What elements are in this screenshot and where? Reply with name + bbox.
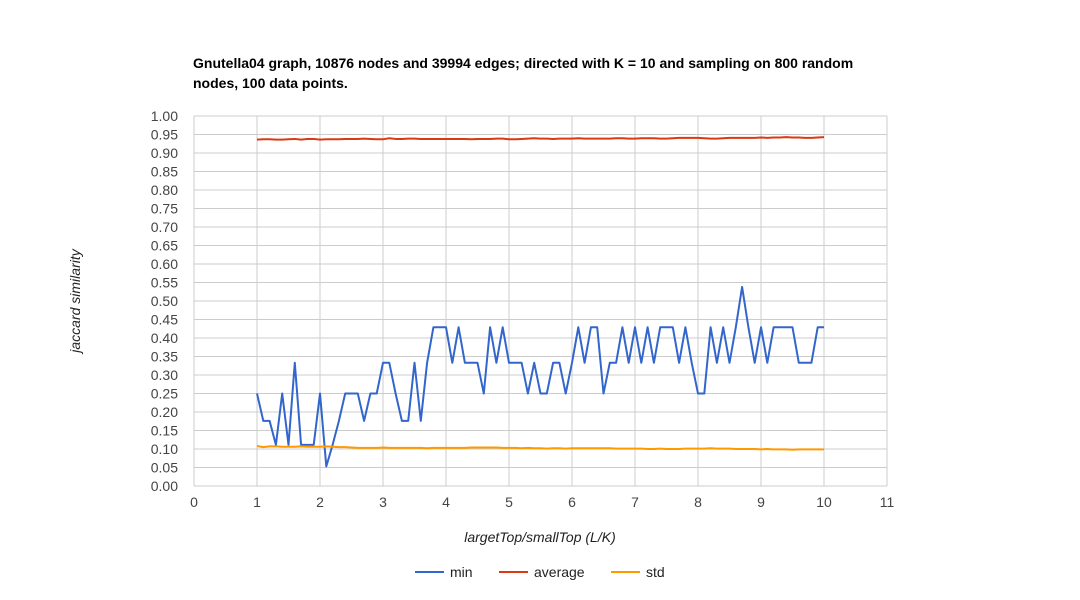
chart-title-line: nodes, 100 data points.: [193, 75, 348, 91]
x-tick-label: 9: [757, 494, 765, 510]
x-axis-ticks: 0 1 2 3 4 5 6 7 8 9 10 11: [190, 494, 894, 510]
y-tick-label: 0.70: [151, 219, 178, 235]
x-tick-label: 3: [379, 494, 387, 510]
y-tick-label: 0.25: [151, 386, 178, 402]
y-tick-label: 0.85: [151, 164, 178, 180]
series-lines: [256, 136, 825, 468]
y-tick-label: 0.90: [151, 145, 178, 161]
y-tick-label: 0.45: [151, 312, 178, 328]
x-tick-label: 8: [694, 494, 702, 510]
y-tick-label: 0.10: [151, 441, 178, 457]
y-tick-label: 0.15: [151, 423, 178, 439]
series-line-std: [256, 445, 824, 451]
y-tick-label: 0.50: [151, 293, 178, 309]
series-line-average: [256, 136, 825, 141]
y-tick-label: 1.00: [151, 108, 178, 124]
y-axis-ticks: 0.00 0.05 0.10 0.15 0.20 0.25 0.30 0.35 0.40 0.45…: [151, 108, 178, 494]
y-tick-label: 0.35: [151, 349, 178, 365]
x-tick-label: 11: [880, 494, 895, 510]
y-tick-label: 0.65: [151, 238, 178, 254]
legend: min average std: [415, 564, 665, 580]
legend-label-min: min: [450, 564, 473, 580]
y-tick-label: 0.75: [151, 201, 178, 217]
y-tick-label: 0.95: [151, 127, 178, 143]
y-tick-label: 0.60: [151, 256, 178, 272]
x-tick-label: 7: [631, 494, 639, 510]
x-tick-label: 5: [505, 494, 513, 510]
x-axis-title: largetTop/smallTop (L/K): [464, 529, 615, 545]
y-tick-label: 0.80: [151, 182, 178, 198]
legend-label-average: average: [534, 564, 585, 580]
x-tick-label: 1: [253, 494, 261, 510]
y-tick-label: 0.30: [151, 367, 178, 383]
x-tick-label: 0: [190, 494, 198, 510]
x-tick-label: 10: [816, 494, 832, 510]
gridlines: [193, 115, 888, 487]
x-tick-label: 2: [316, 494, 324, 510]
chart-title-line: Gnutella04 graph, 10876 nodes and 39994 …: [193, 55, 853, 71]
x-tick-label: 4: [442, 494, 450, 510]
y-tick-label: 0.55: [151, 275, 178, 291]
y-axis-title: jaccard similarity: [67, 248, 83, 354]
y-tick-label: 0.20: [151, 404, 178, 420]
y-tick-label: 0.00: [151, 478, 178, 494]
series-line-min: [256, 285, 824, 468]
y-tick-label: 0.05: [151, 460, 178, 476]
legend-label-std: std: [646, 564, 665, 580]
x-tick-label: 6: [568, 494, 576, 510]
chart-title: Gnutella04 graph, 10876 nodes and 39994 …: [193, 55, 853, 91]
y-tick-label: 0.40: [151, 330, 178, 346]
